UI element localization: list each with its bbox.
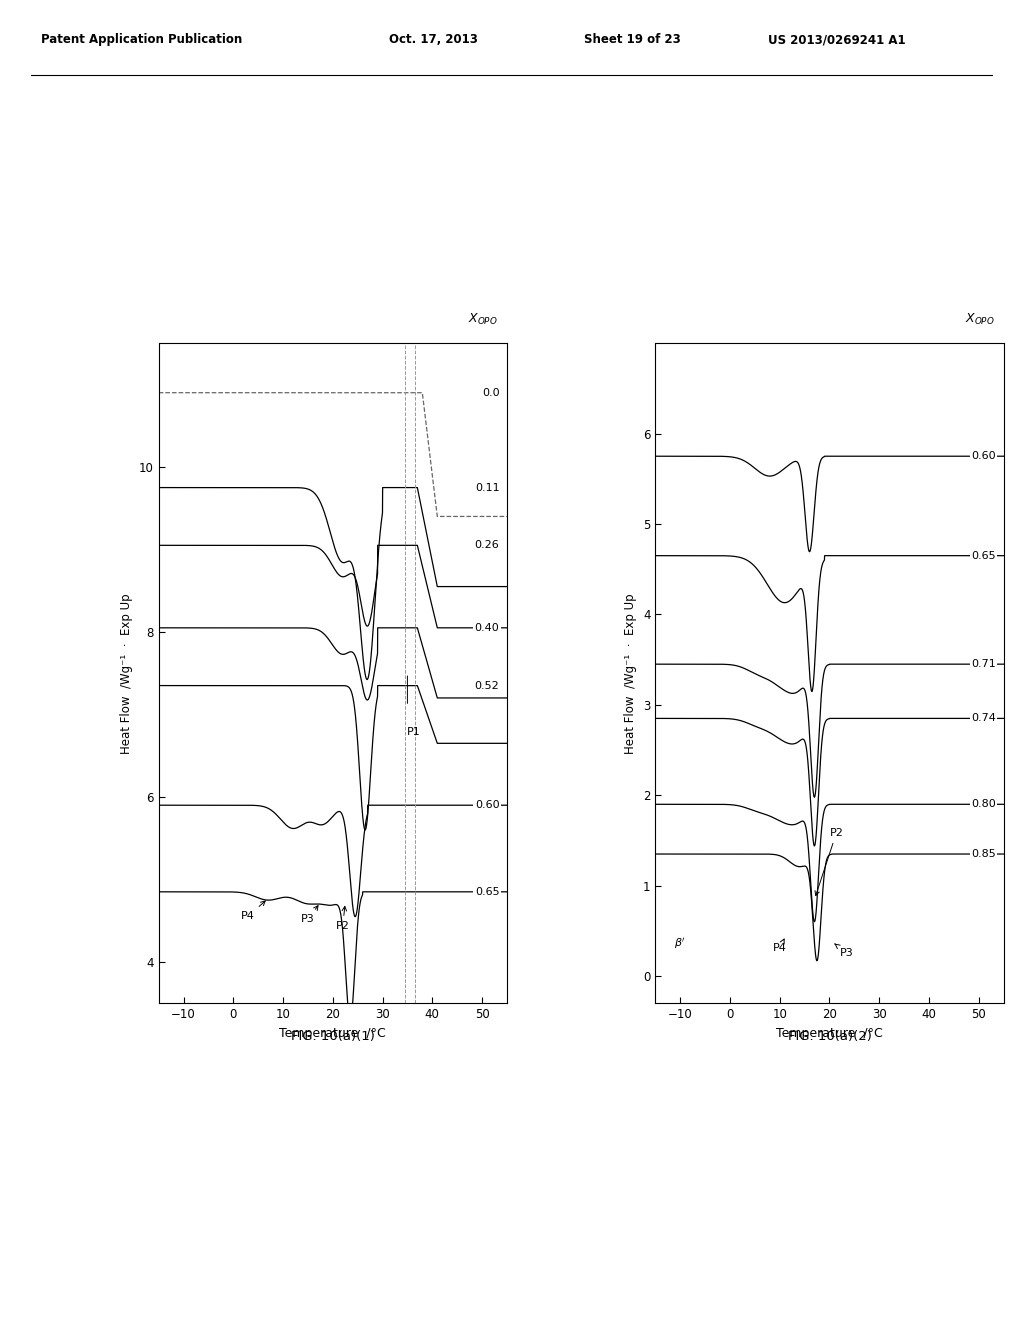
X-axis label: Temperature  /°C: Temperature /°C bbox=[280, 1027, 386, 1040]
Text: FIG. 10(a)(2): FIG. 10(a)(2) bbox=[787, 1030, 871, 1043]
Text: 0.74: 0.74 bbox=[971, 713, 996, 723]
Text: P4: P4 bbox=[773, 939, 786, 953]
Text: 0.65: 0.65 bbox=[972, 550, 996, 561]
Text: 0.11: 0.11 bbox=[475, 483, 500, 492]
Text: 0.80: 0.80 bbox=[972, 800, 996, 809]
Y-axis label: Heat Flow  /Wg⁻¹  ·  Exp Up: Heat Flow /Wg⁻¹ · Exp Up bbox=[121, 593, 133, 754]
Text: 0.85: 0.85 bbox=[972, 849, 996, 859]
Text: 0.60: 0.60 bbox=[475, 800, 500, 810]
Text: $\mathit{X}_{OPO}$: $\mathit{X}_{OPO}$ bbox=[965, 312, 995, 327]
Text: $\mathit{X}_{OPO}$: $\mathit{X}_{OPO}$ bbox=[468, 312, 498, 327]
Text: 0.60: 0.60 bbox=[972, 451, 996, 461]
Text: P3: P3 bbox=[301, 906, 318, 924]
Text: $\beta'$: $\beta'$ bbox=[674, 936, 686, 952]
Text: 0.71: 0.71 bbox=[972, 659, 996, 669]
Text: P2: P2 bbox=[336, 907, 349, 931]
Text: US 2013/0269241 A1: US 2013/0269241 A1 bbox=[768, 33, 905, 46]
Text: 0.40: 0.40 bbox=[475, 623, 500, 632]
Text: 0.52: 0.52 bbox=[475, 681, 500, 690]
Text: P4: P4 bbox=[242, 902, 265, 921]
Text: P1: P1 bbox=[407, 727, 420, 737]
Text: Oct. 17, 2013: Oct. 17, 2013 bbox=[389, 33, 478, 46]
Text: Sheet 19 of 23: Sheet 19 of 23 bbox=[584, 33, 680, 46]
Text: 0.0: 0.0 bbox=[482, 388, 500, 397]
Text: P2: P2 bbox=[815, 828, 844, 895]
Text: 0.26: 0.26 bbox=[475, 540, 500, 550]
Text: FIG. 10(a)(1): FIG. 10(a)(1) bbox=[291, 1030, 375, 1043]
Text: P3: P3 bbox=[835, 944, 854, 958]
X-axis label: Temperature  /°C: Temperature /°C bbox=[776, 1027, 883, 1040]
Text: Patent Application Publication: Patent Application Publication bbox=[41, 33, 243, 46]
Y-axis label: Heat Flow  /Wg⁻¹  ·  Exp Up: Heat Flow /Wg⁻¹ · Exp Up bbox=[625, 593, 638, 754]
Text: 0.65: 0.65 bbox=[475, 887, 500, 896]
